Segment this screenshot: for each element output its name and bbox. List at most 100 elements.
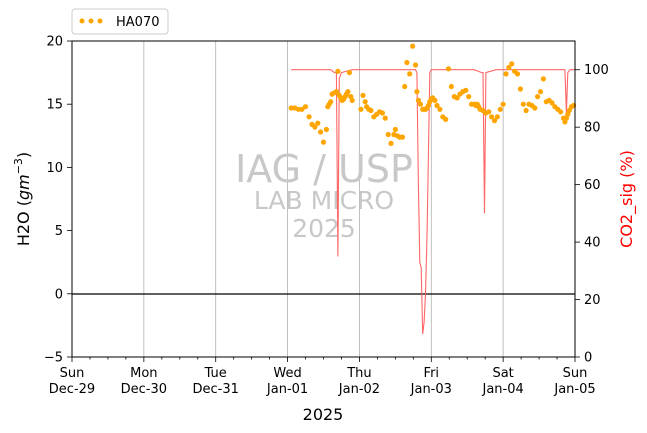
plot-area: [72, 41, 575, 357]
x-tick-label: Tue: [204, 366, 227, 381]
h2o-point: [388, 140, 394, 146]
h2o-point: [288, 105, 294, 111]
x-tick-label: Sat: [492, 366, 513, 381]
h2o-point: [318, 129, 324, 135]
h2o-point: [328, 99, 334, 105]
h2o-point: [520, 101, 526, 107]
h2o-point: [532, 105, 538, 111]
h2o-point: [448, 83, 454, 90]
h2o-point: [349, 97, 355, 103]
h2o-point: [566, 107, 572, 114]
y-right-tick-label: 80: [584, 121, 601, 136]
watermark: IAG / USP LAB MICRO 2025: [235, 147, 413, 243]
h2o-point: [315, 120, 321, 126]
x-tick-label: Jan-04: [482, 382, 524, 397]
y-right-tick-label: 60: [584, 178, 601, 193]
x-tick-label: Jan-02: [338, 382, 380, 397]
x-tick-label: Fri: [424, 366, 440, 381]
y-right-tick-label: 0: [584, 351, 592, 366]
h2o-point: [299, 106, 305, 112]
y-axis-right-label: CO2_sig (%): [617, 150, 637, 248]
h2o-point: [486, 109, 492, 115]
x-tick-label: Thu: [346, 366, 371, 381]
h2o-point: [379, 110, 385, 116]
x-tick-label: Mon: [130, 366, 157, 381]
h2o-point: [360, 92, 366, 98]
h2o-point: [503, 71, 509, 77]
h2o-point: [535, 94, 541, 100]
h2o-point: [335, 68, 341, 74]
h2o-point: [497, 106, 503, 112]
h2o-point: [463, 87, 469, 93]
y-left-tick-label: 5: [55, 224, 63, 239]
y-left-tick-label: 0: [55, 287, 63, 302]
h2o-point: [306, 114, 312, 120]
h2o-point: [407, 71, 413, 77]
h2o-point: [312, 124, 318, 130]
h2o-point: [415, 97, 421, 103]
h2o-point: [540, 76, 547, 82]
h2o-point: [514, 71, 521, 77]
h2o-point: [466, 94, 472, 100]
y-left-tick-label: 20: [46, 35, 63, 50]
h2o-point: [494, 114, 500, 120]
h2o-point: [392, 126, 398, 133]
h2o-point: [517, 86, 524, 92]
co2-sig-line: [291, 69, 575, 335]
x-tick-label: Jan-01: [266, 382, 308, 397]
right-axis: 0 20 40 60 80 100: [575, 63, 609, 366]
y-right-tick-label: 20: [584, 293, 601, 308]
h2o-point: [346, 70, 352, 76]
x-tick-label: Jan-05: [553, 382, 595, 397]
watermark-line1: IAG / USP: [235, 147, 413, 191]
x-axis-label: 2025: [303, 405, 344, 424]
h2o-point: [509, 61, 515, 67]
h2o-point: [434, 102, 440, 109]
h2o-point: [432, 97, 438, 103]
legend: HA070: [71, 8, 169, 35]
h2o-point: [491, 118, 498, 124]
legend-label: HA070: [116, 15, 159, 30]
h2o-point: [454, 95, 460, 101]
co2-series: [291, 69, 575, 335]
h2o-point: [500, 101, 506, 107]
y-axis-left-label: H2O (gm−3): [12, 152, 33, 246]
y-right-tick-label: 100: [584, 63, 609, 78]
h2o-point: [537, 89, 544, 95]
h2o-point: [399, 134, 406, 140]
y-left-tick-label: −5: [44, 351, 63, 366]
watermark-line2: LAB MICRO: [254, 186, 394, 215]
h2o-series: [288, 43, 577, 146]
legend-marker: [79, 18, 85, 24]
watermark-line3: 2025: [292, 214, 356, 243]
h2o-point: [404, 59, 410, 66]
vertical-grid: [143, 41, 504, 357]
x-tick-label: Jan-03: [410, 382, 452, 397]
h2o-point: [382, 115, 388, 121]
h2o-point: [358, 106, 364, 112]
h2o-point: [412, 62, 419, 68]
h2o-point: [549, 100, 555, 106]
h2o-point: [323, 126, 329, 133]
x-tick-label: Dec-31: [193, 382, 239, 397]
h2o-point: [402, 83, 408, 90]
h2o-point: [414, 89, 420, 95]
y-left-tick-label: 10: [46, 161, 63, 176]
h2o-point: [506, 64, 512, 71]
h2o-point: [417, 101, 424, 107]
x-tick-label: Dec-29: [49, 382, 95, 397]
legend-marker: [97, 18, 103, 24]
h2o-point: [320, 139, 327, 145]
h2o-point: [385, 131, 391, 138]
y-right-tick-label: 40: [584, 236, 601, 251]
x-tick-label: Dec-30: [121, 382, 167, 397]
h2o-point: [302, 104, 309, 110]
h2o-point: [410, 43, 416, 49]
h2o-point: [437, 106, 443, 112]
x-tick-label: Sun: [60, 366, 85, 381]
h2o-point: [362, 99, 368, 105]
h2o-point: [558, 109, 564, 115]
legend-marker: [88, 18, 94, 24]
h2o-point: [368, 107, 374, 114]
